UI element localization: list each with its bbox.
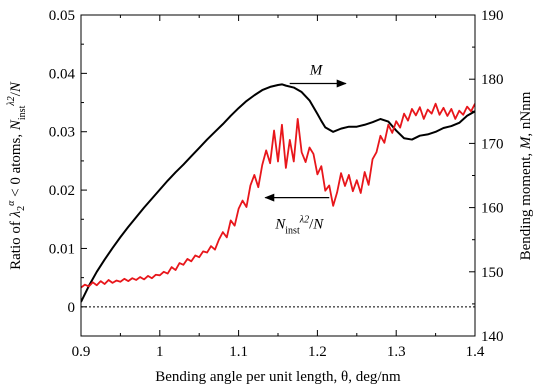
y-left-axis-label: Ratio of λ2α < 0 atoms, Ninstλ2/N [6,81,28,270]
y-right-tick-label: 150 [481,265,504,281]
y-left-tick-label: 0.02 [49,183,75,199]
bending-moment-line [81,83,475,303]
y-left-tick-label: 0.03 [49,125,75,141]
y-left-tick-label: 0.01 [49,241,75,257]
x-tick-label: 1.1 [229,344,248,360]
plot-frame [80,14,476,337]
y-right-tick-label: 190 [481,8,504,24]
y-right-axis-label: Bending moment, M, nNnm [518,91,534,260]
y-left-tick-label: 0 [68,300,76,316]
y-right-tick-label: 180 [481,72,504,88]
x-tick-label: 1 [156,344,164,360]
x-tick-label: 1.2 [308,344,327,360]
annotation-layer: M Ninstλ2/N [264,62,347,237]
y-right-tick-label: 140 [481,329,504,345]
n-series-label: Ninstλ2/N [274,215,324,237]
series-layer [81,83,475,303]
instability-ratio-line [81,102,475,289]
y-right-tick-label: 170 [481,136,504,152]
tick-label-layer: 0.9 1 1.1 1.2 1.3 1.4 0 0.01 0.02 0.03 0.04 0.05 140… [49,8,504,360]
x-tick-label: 1.3 [387,344,406,360]
x-axis-label: Bending angle per unit length, θ, deg/nm [155,369,401,385]
y-left-tick-label: 0.05 [49,8,75,24]
x-tick-label: 0.9 [72,344,91,360]
y-right-tick-label: 160 [481,201,504,217]
tick-layer [80,14,476,337]
x-tick-label: 1.4 [466,344,485,360]
y-left-tick-label: 0.04 [49,66,76,82]
m-series-label: M [309,62,324,78]
